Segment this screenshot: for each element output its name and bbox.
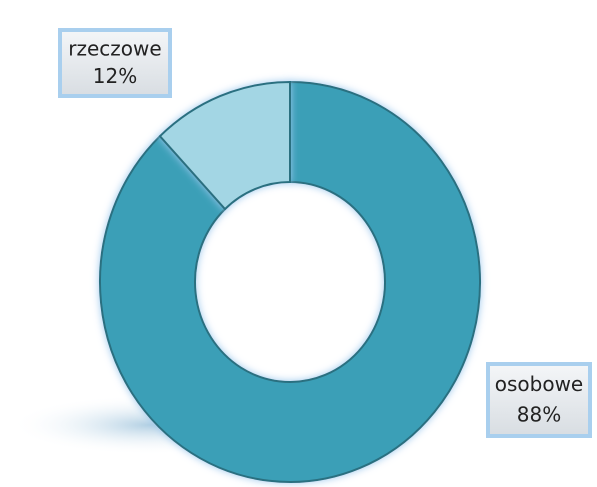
label-box — [58, 28, 172, 98]
category-label: rzeczowe — [68, 36, 161, 60]
category-label: osobowe — [495, 372, 584, 396]
value-label: 88% — [517, 402, 561, 426]
value-label: 12% — [93, 64, 137, 88]
donut-slice — [99, 80, 481, 483]
label-box — [486, 362, 592, 438]
donut-slice — [158, 80, 291, 211]
